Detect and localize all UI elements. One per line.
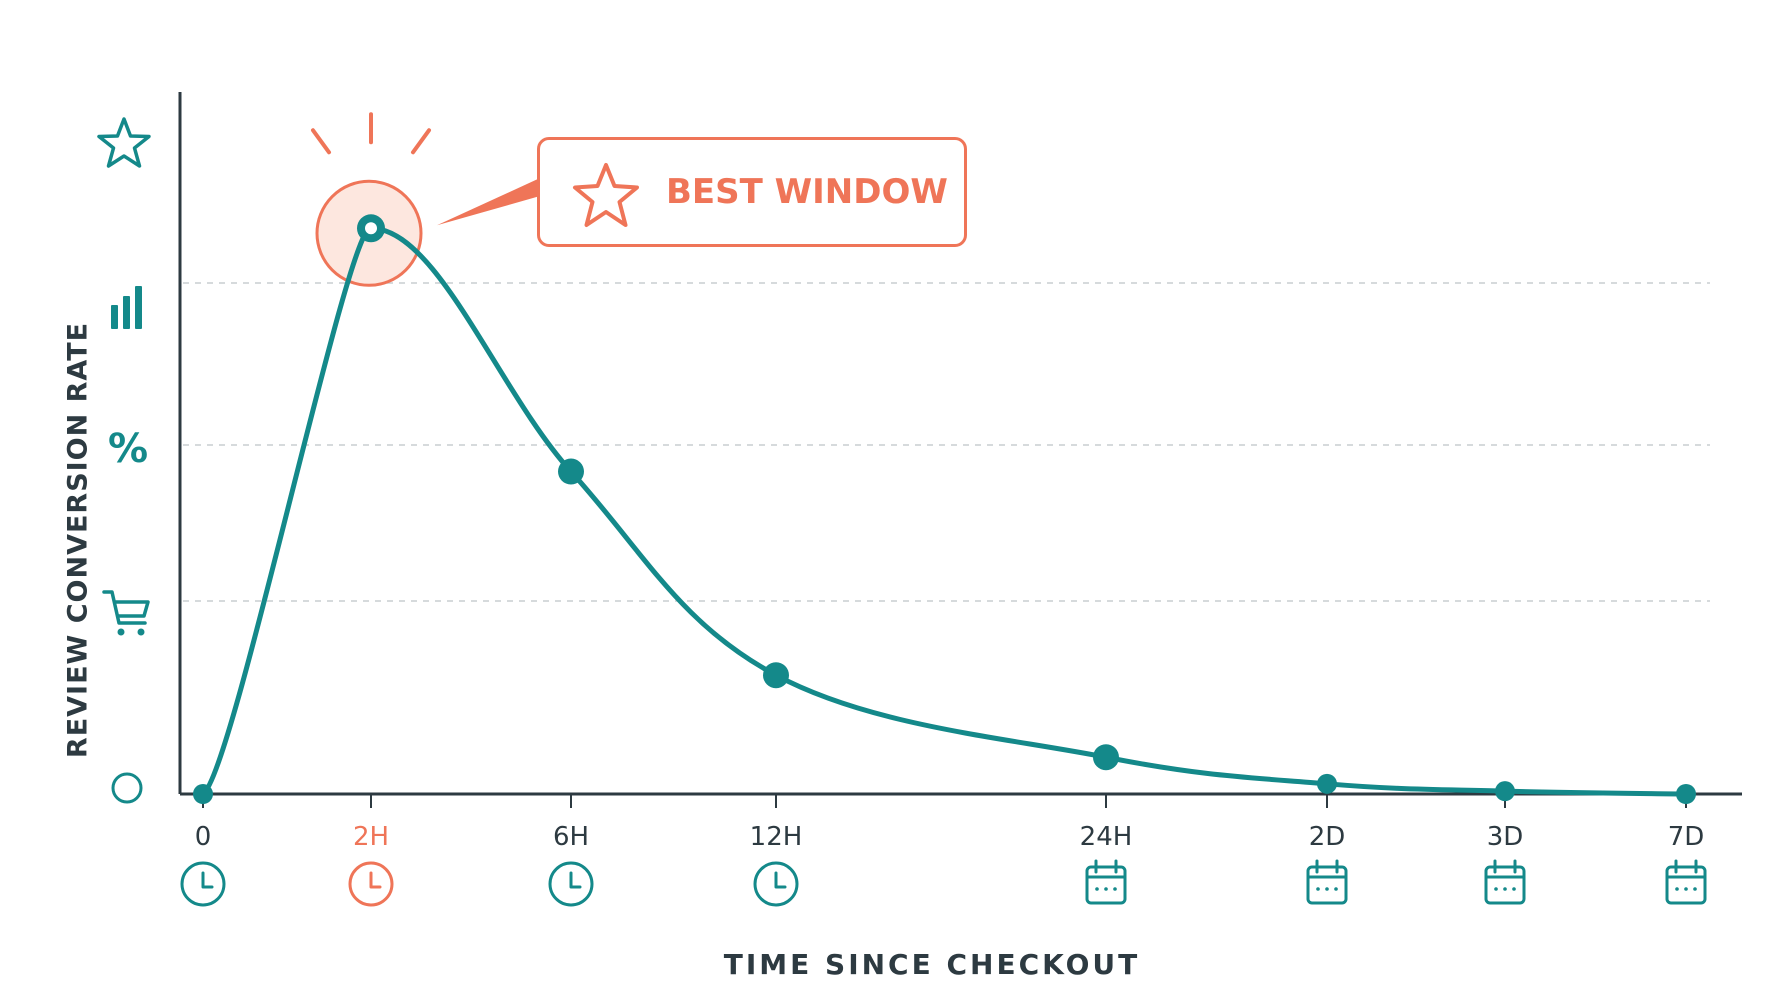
- best-window-callout: BEST WINDOW: [537, 137, 967, 247]
- calendar-icon: [1484, 859, 1526, 905]
- x-tick-label: 2D: [1309, 822, 1346, 852]
- data-point: [1495, 781, 1515, 802]
- x-tick-label: 24H: [1080, 822, 1133, 852]
- cart-icon: [102, 590, 150, 636]
- x-tick-label: 6H: [553, 822, 589, 852]
- calendar-icon: [1085, 859, 1127, 905]
- clock-icon: [753, 861, 799, 907]
- percent-sign: %: [108, 426, 148, 472]
- x-tick-label: 0: [195, 822, 212, 852]
- calendar-icon: [1665, 859, 1707, 905]
- clock-icon: [348, 861, 394, 907]
- x-tick-label: 3D: [1487, 822, 1524, 852]
- x-tick-label: 2H: [353, 822, 389, 852]
- data-point: [1093, 744, 1119, 771]
- peak-ray: [311, 128, 331, 155]
- data-point: [558, 458, 584, 485]
- series-line: [200, 225, 1689, 797]
- bar-chart-icon: [111, 286, 142, 329]
- data-point: [193, 784, 213, 804]
- calendar-icon: [1306, 859, 1348, 905]
- circle-icon: [111, 772, 143, 804]
- data-point: [1676, 784, 1696, 804]
- x-tick-label: 7D: [1668, 822, 1705, 852]
- x-tick-label: 12H: [750, 822, 803, 852]
- star-icon: [573, 163, 639, 227]
- callout-pointer: [437, 178, 540, 226]
- y-axis-label: REVIEW CONVERSION RATE: [62, 321, 94, 759]
- data-point: [763, 662, 789, 689]
- clock-icon: [548, 861, 594, 907]
- data-point: [1317, 773, 1337, 794]
- clock-icon: [180, 861, 226, 907]
- data-point-center: [365, 222, 377, 235]
- star-icon: [97, 117, 151, 168]
- x-axis-label: TIME SINCE CHECKOUT: [723, 948, 1141, 981]
- callout-label: BEST WINDOW: [666, 172, 948, 212]
- peak-ray: [411, 128, 431, 155]
